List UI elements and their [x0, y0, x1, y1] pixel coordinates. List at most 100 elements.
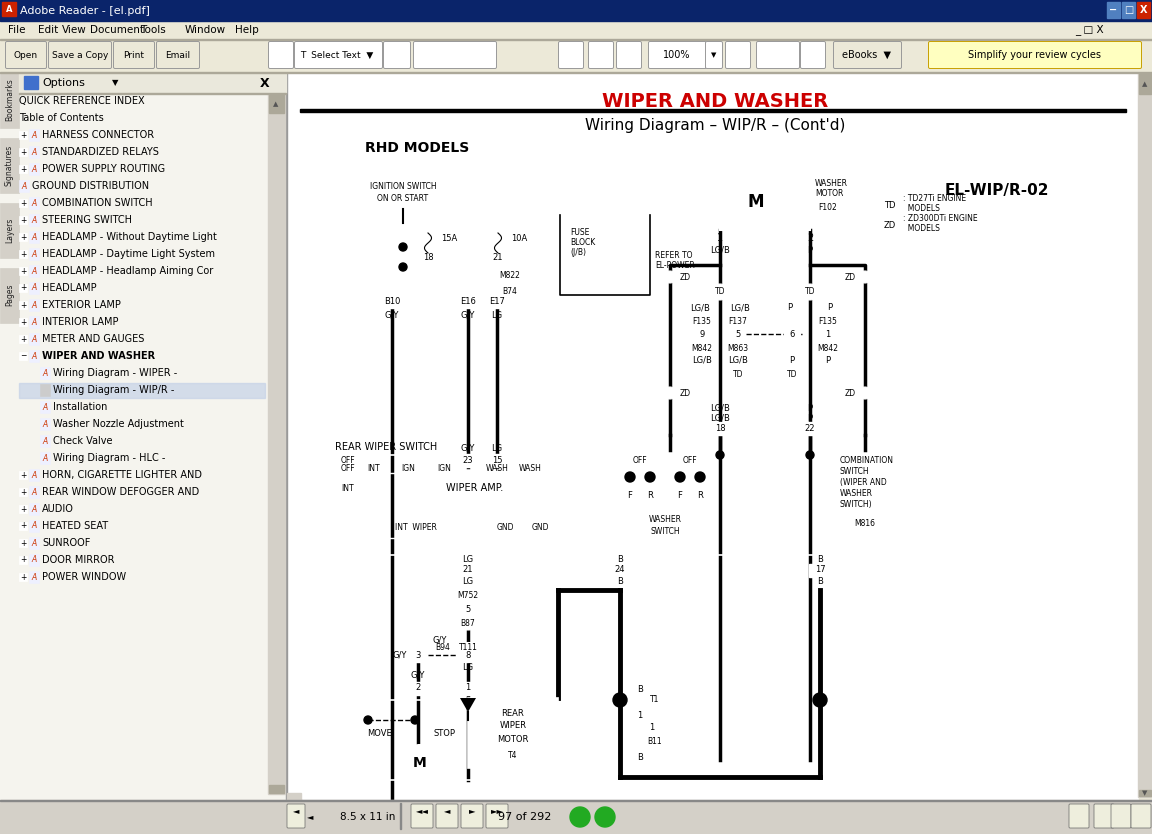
Circle shape — [411, 716, 419, 724]
Text: LG/B: LG/B — [690, 304, 710, 313]
Bar — [408, 681, 429, 695]
Ellipse shape — [457, 618, 479, 630]
FancyBboxPatch shape — [157, 42, 199, 68]
Text: P: P — [827, 304, 833, 313]
Bar — [0, 268, 18, 323]
Circle shape — [859, 271, 871, 283]
Text: P: P — [808, 245, 812, 254]
Text: HEADLAMP - Without Daytime Light: HEADLAMP - Without Daytime Light — [41, 232, 217, 242]
Text: A: A — [43, 369, 47, 378]
Text: −: − — [20, 351, 26, 360]
Circle shape — [730, 366, 746, 382]
Bar — [18, 505, 26, 513]
Bar — [29, 265, 39, 277]
Bar — [268, 94, 285, 794]
Text: +: + — [20, 488, 26, 496]
Text: 8.5 x 11 in: 8.5 x 11 in — [340, 812, 395, 822]
Text: HEATED SEAT: HEATED SEAT — [41, 521, 108, 531]
Bar — [18, 165, 26, 173]
Text: HORN, CIGARETTE LIGHTER AND: HORN, CIGARETTE LIGHTER AND — [41, 470, 202, 480]
Circle shape — [399, 263, 407, 271]
Text: Email: Email — [166, 51, 190, 59]
Text: IGNITION SWITCH: IGNITION SWITCH — [370, 182, 437, 190]
Text: F137: F137 — [728, 316, 748, 325]
Circle shape — [675, 472, 685, 482]
Text: WASH: WASH — [518, 464, 541, 473]
Bar — [18, 93, 286, 94]
Bar — [799, 421, 821, 435]
Circle shape — [785, 366, 799, 382]
Text: WIPER AND WASHER: WIPER AND WASHER — [601, 92, 828, 110]
Text: LG: LG — [462, 555, 473, 565]
Bar — [29, 554, 39, 566]
Bar — [485, 294, 509, 308]
Text: Tools: Tools — [141, 25, 166, 35]
Text: +: + — [20, 198, 26, 208]
Bar — [820, 328, 836, 340]
Text: E16: E16 — [460, 297, 476, 305]
Text: F: F — [628, 490, 632, 500]
Text: WASH: WASH — [485, 464, 508, 473]
Bar — [420, 229, 435, 257]
Ellipse shape — [816, 201, 840, 213]
Text: TD: TD — [805, 288, 816, 297]
Text: Wiring Diagram – WIP/R – (Cont'd): Wiring Diagram – WIP/R – (Cont'd) — [585, 118, 846, 133]
Bar — [29, 333, 39, 345]
Bar — [29, 350, 39, 362]
Text: REAR: REAR — [501, 709, 524, 717]
Bar — [24, 76, 38, 89]
Bar — [29, 486, 39, 498]
Text: Wiring Diagram - HLC -: Wiring Diagram - HLC - — [53, 453, 166, 463]
Bar — [18, 73, 286, 93]
Bar — [2, 2, 16, 16]
Text: A: A — [31, 233, 37, 242]
Text: SWITCH): SWITCH) — [840, 500, 872, 509]
Text: A: A — [22, 182, 26, 190]
Text: A: A — [31, 249, 37, 259]
Text: 97 of 292: 97 of 292 — [499, 812, 552, 822]
Bar — [29, 316, 39, 328]
Ellipse shape — [690, 342, 714, 354]
Bar — [457, 564, 479, 576]
Bar — [18, 383, 265, 398]
Bar — [785, 328, 799, 340]
Text: Save a Copy: Save a Copy — [52, 51, 108, 59]
Text: 23: 23 — [463, 455, 473, 465]
Bar — [18, 352, 26, 360]
Text: G/Y: G/Y — [411, 671, 425, 680]
Text: +: + — [20, 148, 26, 157]
Text: 18: 18 — [714, 424, 726, 433]
Text: P: P — [788, 304, 793, 313]
Text: TD: TD — [733, 369, 743, 379]
Text: ▲: ▲ — [1143, 81, 1147, 87]
Text: A: A — [43, 420, 47, 429]
Ellipse shape — [503, 749, 523, 761]
Bar — [694, 328, 710, 340]
Text: Help: Help — [235, 25, 259, 35]
Text: ZD: ZD — [844, 389, 856, 398]
Text: A: A — [31, 198, 37, 208]
Text: A: A — [43, 403, 47, 411]
FancyBboxPatch shape — [649, 42, 706, 68]
Circle shape — [717, 451, 723, 459]
Circle shape — [402, 745, 438, 781]
Text: ◄◄: ◄◄ — [416, 806, 429, 816]
Text: 15: 15 — [492, 455, 502, 465]
Bar — [0, 72, 1152, 73]
FancyBboxPatch shape — [1069, 804, 1089, 828]
Bar — [609, 564, 631, 576]
Text: +: + — [20, 249, 26, 259]
Text: GND: GND — [531, 524, 548, 532]
Bar — [18, 131, 26, 139]
Circle shape — [645, 472, 655, 482]
Bar — [40, 418, 50, 430]
Text: (J/B): (J/B) — [570, 248, 586, 257]
Bar — [29, 248, 39, 260]
Text: EL-WIP/R-02: EL-WIP/R-02 — [945, 183, 1049, 198]
Circle shape — [664, 271, 676, 283]
Text: Open: Open — [14, 51, 38, 59]
Text: Bookmarks: Bookmarks — [5, 78, 14, 122]
Ellipse shape — [676, 272, 694, 283]
Bar — [18, 522, 26, 530]
Ellipse shape — [841, 272, 859, 283]
